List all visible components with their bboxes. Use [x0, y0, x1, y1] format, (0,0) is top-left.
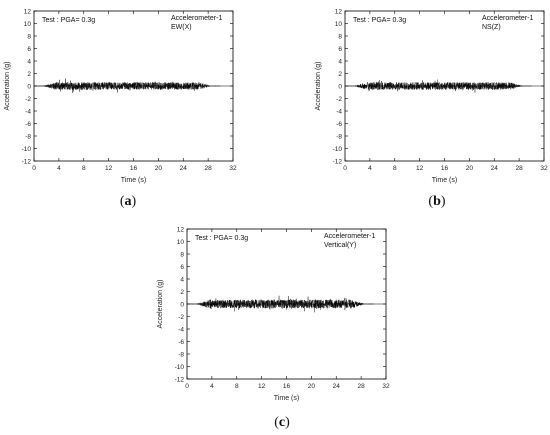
y-tick-label: 0	[180, 301, 184, 308]
x-tick-label: 4	[210, 383, 214, 390]
x-tick-label: 28	[205, 165, 213, 172]
x-tick-label: 12	[416, 165, 424, 172]
y-tick-label: 10	[335, 21, 343, 28]
x-axis-label: Time (s)	[121, 177, 146, 184]
direction-label: EW(X)	[171, 24, 192, 31]
x-tick-label: 4	[368, 165, 372, 172]
y-tick-label: 4	[338, 58, 342, 65]
x-tick-label: 8	[82, 165, 86, 172]
x-tick-label: 32	[382, 383, 390, 390]
x-tick-label: 16	[130, 165, 138, 172]
y-tick-label: 2	[27, 71, 31, 78]
y-tick-label: 0	[338, 83, 342, 90]
y-tick-label: -8	[178, 351, 184, 358]
y-tick-label: -6	[25, 121, 31, 128]
y-tick-label: -4	[178, 326, 184, 333]
y-tick-label: 4	[27, 58, 31, 65]
y-tick-label: -6	[336, 121, 342, 128]
x-tick-label: 0	[343, 165, 347, 172]
x-tick-label: 32	[540, 165, 548, 172]
x-tick-label: 8	[235, 383, 239, 390]
y-tick-label: -8	[25, 133, 31, 140]
x-tick-label: 24	[491, 165, 499, 172]
x-tick-label: 24	[333, 383, 341, 390]
y-tick-label: 12	[24, 8, 32, 15]
y-tick-label: 2	[180, 289, 184, 296]
y-tick-label: -10	[175, 364, 185, 371]
y-tick-label: -10	[22, 146, 32, 153]
y-tick-label: -4	[336, 108, 342, 115]
x-tick-label: 4	[57, 165, 61, 172]
x-tick-label: 12	[258, 383, 266, 390]
x-tick-label: 16	[441, 165, 449, 172]
y-tick-label: -12	[175, 376, 185, 383]
acceleration-trace	[186, 295, 374, 313]
panel-caption: (b)	[428, 194, 445, 209]
x-tick-label: 12	[105, 165, 113, 172]
y-axis-label: Acceleration (g)	[4, 61, 11, 110]
y-tick-label: 6	[338, 46, 342, 53]
y-tick-label: -2	[25, 96, 31, 103]
panel-caption-letter: b	[433, 194, 441, 209]
chart-panel-c: 0 4 8 12 16 20 24 28 32-12-10-8-6-4-2024681012Ti…	[157, 226, 390, 430]
x-tick-label: 28	[516, 165, 524, 172]
x-tick-label: 8	[393, 165, 397, 172]
y-tick-label: 6	[27, 46, 31, 53]
y-tick-label: 10	[24, 21, 32, 28]
y-tick-label: -12	[333, 158, 343, 165]
test-annotation: Test : PGA= 0.3g	[42, 17, 95, 24]
sensor-name: Accelerometer-1	[171, 15, 222, 22]
acceleration-trace	[344, 79, 532, 93]
sensor-name: Accelerometer-1	[324, 233, 375, 240]
x-tick-label: 20	[155, 165, 163, 172]
y-tick-label: 2	[338, 71, 342, 78]
y-axis-label: Acceleration (g)	[315, 61, 322, 110]
panel-caption: (c)	[274, 415, 290, 430]
direction-label: NS(Z)	[482, 24, 501, 31]
acceleration-trace	[33, 78, 221, 94]
y-tick-label: -2	[178, 314, 184, 321]
y-tick-label: 0	[27, 83, 31, 90]
panel-caption-letter: c	[279, 415, 285, 430]
x-tick-label: 24	[180, 165, 188, 172]
y-tick-label: 8	[180, 251, 184, 258]
panel-caption-letter: a	[125, 194, 132, 209]
y-tick-label: 12	[177, 226, 185, 233]
y-tick-label: -4	[25, 108, 31, 115]
y-tick-label: 8	[27, 33, 31, 40]
x-tick-label: 0	[185, 383, 189, 390]
panels: 0 4 8 12 16 20 24 28 32-12-10-8-6-4-2024681012Ti…	[4, 8, 548, 430]
x-axis-label: Time (s)	[432, 177, 457, 184]
test-annotation: Test : PGA= 0.3g	[195, 235, 248, 242]
x-tick-label: 20	[308, 383, 316, 390]
x-tick-label: 0	[32, 165, 36, 172]
y-tick-label: -8	[336, 133, 342, 140]
sensor-name: Accelerometer-1	[482, 15, 533, 22]
x-tick-label: 16	[283, 383, 291, 390]
x-tick-label: 28	[358, 383, 366, 390]
y-tick-label: 12	[335, 8, 343, 15]
chart-panel-a: 0 4 8 12 16 20 24 28 32-12-10-8-6-4-2024681012Ti…	[4, 8, 237, 209]
y-tick-label: 4	[180, 276, 184, 283]
y-tick-label: 8	[338, 33, 342, 40]
x-axis-label: Time (s)	[274, 395, 299, 402]
direction-label: Vertical(Y)	[324, 242, 356, 249]
y-tick-label: -2	[336, 96, 342, 103]
y-tick-label: -10	[333, 146, 343, 153]
y-axis-label: Acceleration (g)	[157, 279, 164, 328]
x-tick-label: 20	[466, 165, 474, 172]
y-tick-label: 10	[177, 239, 185, 246]
panel-caption: (a)	[120, 194, 137, 209]
chart-panel-b: 0 4 8 12 16 20 24 28 32-12-10-8-6-4-2024681012Ti…	[315, 8, 548, 209]
test-annotation: Test : PGA= 0.3g	[353, 17, 406, 24]
y-tick-label: -12	[22, 158, 32, 165]
y-tick-label: 6	[180, 264, 184, 271]
y-tick-label: -6	[178, 339, 184, 346]
x-tick-label: 32	[229, 165, 237, 172]
